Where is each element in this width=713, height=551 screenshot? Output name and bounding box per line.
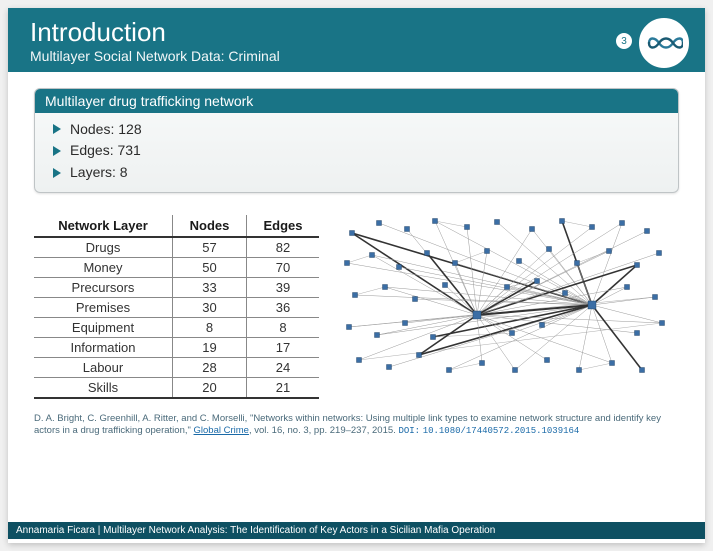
table-row: Drugs5782 — [34, 237, 319, 258]
table-row: Money5070 — [34, 257, 319, 277]
table-cell: Equipment — [34, 317, 172, 337]
table-row: Precursors3339 — [34, 277, 319, 297]
table-cell: 33 — [172, 277, 246, 297]
network-graph — [337, 215, 679, 385]
info-box-body: Nodes: 128 Edges: 731 Layers: 8 — [35, 113, 678, 192]
table-cell: Premises — [34, 297, 172, 317]
table-cell: 20 — [172, 377, 246, 398]
citation-authors: D. A. Bright, C. Greenhill, A. Ritter, a… — [34, 413, 247, 424]
info-box: Multilayer drug trafficking network Node… — [34, 88, 679, 193]
bullet-text: Edges: 731 — [70, 140, 141, 162]
table-row: Equipment88 — [34, 317, 319, 337]
table-cell: 24 — [247, 357, 319, 377]
citation-doi[interactable]: 10.1080/17440572.2015.1039164 — [423, 426, 580, 436]
col-header: Nodes — [172, 215, 246, 237]
logo-icon — [637, 16, 691, 70]
table-cell: 8 — [172, 317, 246, 337]
citation-journal[interactable]: Global Crime — [194, 425, 249, 436]
slide-footer: Annamaria Ficara | Multilayer Network An… — [8, 522, 705, 539]
triangle-icon — [53, 168, 61, 178]
table-cell: Information — [34, 337, 172, 357]
triangle-icon — [53, 124, 61, 134]
triangle-icon — [53, 146, 61, 156]
table-cell: 36 — [247, 297, 319, 317]
citation-doi-label: DOI: — [398, 426, 420, 436]
table-cell: 70 — [247, 257, 319, 277]
citation: D. A. Bright, C. Greenhill, A. Ritter, a… — [8, 399, 705, 439]
col-header: Edges — [247, 215, 319, 237]
table-cell: 21 — [247, 377, 319, 398]
table-cell: 57 — [172, 237, 246, 258]
bullet-item: Edges: 731 — [53, 140, 664, 162]
lower-section: Network Layer Nodes Edges Drugs5782Money… — [8, 193, 705, 399]
table-row: Information1917 — [34, 337, 319, 357]
table-cell: 17 — [247, 337, 319, 357]
table-cell: 28 — [172, 357, 246, 377]
table-cell: Skills — [34, 377, 172, 398]
table-row: Premises3036 — [34, 297, 319, 317]
table-cell: 50 — [172, 257, 246, 277]
bullet-item: Nodes: 128 — [53, 119, 664, 141]
table-cell: 30 — [172, 297, 246, 317]
info-box-title: Multilayer drug trafficking network — [35, 89, 678, 113]
bullet-text: Nodes: 128 — [70, 119, 142, 141]
bullet-text: Layers: 8 — [70, 162, 128, 184]
table-cell: 19 — [172, 337, 246, 357]
page-number: 3 — [615, 32, 633, 50]
table-cell: Money — [34, 257, 172, 277]
bullet-item: Layers: 8 — [53, 162, 664, 184]
content-area: Multilayer drug trafficking network Node… — [8, 72, 705, 193]
table-cell: Precursors — [34, 277, 172, 297]
layer-table: Network Layer Nodes Edges Drugs5782Money… — [34, 215, 319, 399]
citation-details: , vol. 16, no. 3, pp. 219–237, 2015. — [249, 425, 396, 436]
table-row: Skills2021 — [34, 377, 319, 398]
table-cell: 82 — [247, 237, 319, 258]
table-cell: 8 — [247, 317, 319, 337]
slide-header: Introduction Multilayer Social Network D… — [8, 8, 705, 72]
footer-text: Annamaria Ficara | Multilayer Network An… — [16, 525, 495, 536]
table-row: Labour2824 — [34, 357, 319, 377]
slide-title: Introduction — [30, 18, 683, 47]
network-table: Network Layer Nodes Edges Drugs5782Money… — [34, 215, 319, 399]
table-header-row: Network Layer Nodes Edges — [34, 215, 319, 237]
slide-subtitle: Multilayer Social Network Data: Criminal — [30, 48, 683, 64]
table-cell: Drugs — [34, 237, 172, 258]
table-cell: Labour — [34, 357, 172, 377]
slide: Introduction Multilayer Social Network D… — [8, 8, 705, 543]
table-cell: 39 — [247, 277, 319, 297]
col-header: Network Layer — [34, 215, 172, 237]
